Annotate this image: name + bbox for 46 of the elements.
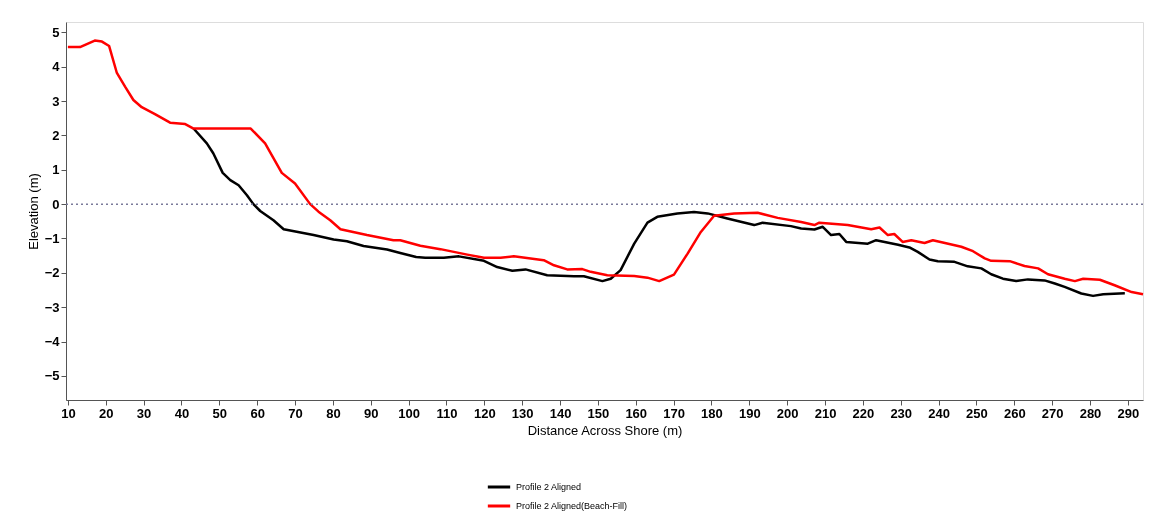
- x-tick-label: 40: [174, 405, 190, 421]
- x-tick-label: 180: [701, 405, 723, 421]
- x-tick-label: 200: [776, 405, 799, 421]
- y-axis-title: Elevation (m): [25, 173, 41, 250]
- x-tick-label: 100: [398, 405, 420, 421]
- x-tick-label: 10: [61, 405, 76, 421]
- y-tick-label: −3: [44, 299, 60, 315]
- x-tick-label: 80: [326, 405, 341, 421]
- x-tick-label: 50: [212, 405, 228, 421]
- x-tick-label: 90: [364, 405, 379, 421]
- x-tick-label: 30: [136, 405, 152, 421]
- y-tick-label: −2: [44, 265, 60, 281]
- x-tick-label: 110: [436, 405, 458, 421]
- x-tick-label: 120: [473, 405, 496, 421]
- x-tick-label: 130: [511, 405, 534, 421]
- y-tick-label: −5: [44, 368, 60, 384]
- y-tick-label: 1: [52, 162, 60, 178]
- x-tick-label: 220: [852, 405, 875, 421]
- x-tick-label: 70: [288, 405, 303, 421]
- x-tick-label: 270: [1041, 405, 1064, 421]
- legend-label: Profile 2 Aligned: [516, 482, 582, 492]
- x-tick-label: 60: [250, 405, 265, 421]
- x-tick-label: 230: [890, 405, 913, 421]
- x-tick-label: 140: [549, 405, 572, 421]
- x-tick-label: 20: [99, 405, 114, 421]
- x-tick-label: 260: [1003, 405, 1026, 421]
- line-series: [192, 127, 1127, 298]
- x-tick-label: 280: [1079, 405, 1102, 421]
- line-series: [66, 39, 1145, 296]
- x-tick-label: 170: [663, 405, 685, 421]
- y-tick-label: 0: [52, 196, 60, 212]
- x-axis-title: Distance Across Shore (m): [527, 422, 683, 438]
- x-tick-label: 190: [738, 405, 761, 421]
- y-tick-label: 4: [52, 59, 61, 75]
- x-tick-label: 210: [814, 405, 837, 421]
- y-tick-label: 5: [52, 24, 60, 40]
- y-tick-label: 3: [52, 93, 60, 109]
- x-tick-label: 240: [928, 405, 950, 421]
- x-tick-label: 150: [587, 405, 610, 421]
- legend-label: Profile 2 Aligned(Beach-Fill): [516, 501, 628, 511]
- y-tick-label: −1: [44, 230, 60, 246]
- x-tick-label: 250: [966, 405, 988, 421]
- y-tick-label: 2: [52, 127, 60, 143]
- x-tick-label: 160: [625, 405, 648, 421]
- y-tick-label: −4: [44, 334, 61, 350]
- x-tick-label: 290: [1117, 405, 1140, 421]
